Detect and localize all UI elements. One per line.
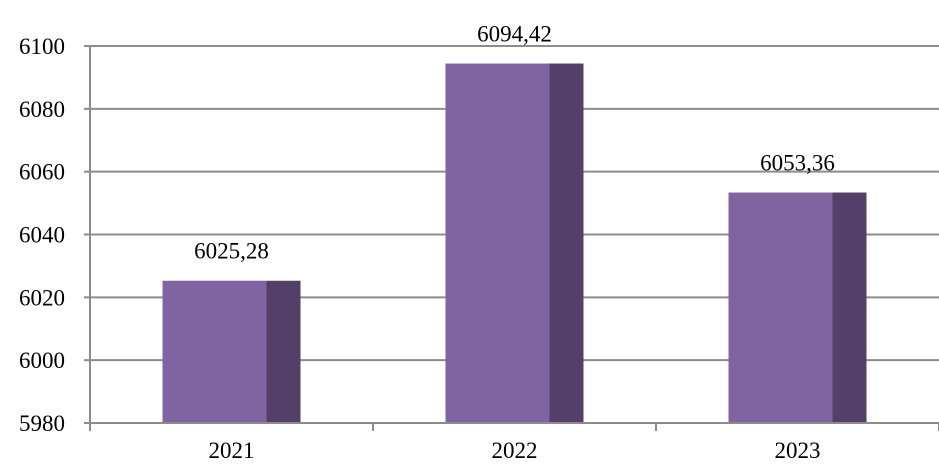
bar-2022 — [445, 63, 550, 424]
data-labels: 6025,28 6094,42 6053,36 — [194, 22, 835, 264]
bar-2021 — [162, 280, 267, 423]
bar-2023 — [728, 192, 833, 423]
data-label-2022: 6094,42 — [477, 22, 552, 47]
data-label-2021: 6025,28 — [194, 239, 269, 264]
y-tick-labels: 5980 6000 6020 6040 6060 6080 6100 — [19, 34, 65, 436]
axes — [84, 45, 939, 431]
bar-side-2022 — [549, 63, 584, 424]
bars — [162, 63, 867, 424]
y-tick-label: 6080 — [19, 97, 65, 122]
bar-side-2023 — [832, 192, 867, 423]
y-tick-label: 6060 — [19, 160, 65, 185]
y-tick-label: 6100 — [19, 34, 65, 59]
y-tick-label: 6000 — [19, 348, 65, 373]
y-tick-label: 6020 — [19, 285, 65, 310]
x-tick-labels: 2021 2022 2023 — [209, 438, 821, 463]
x-tick-label-2023: 2023 — [775, 438, 821, 463]
y-tick-label: 6040 — [19, 223, 65, 248]
data-label-2023: 6053,36 — [760, 151, 835, 176]
y-tick-label: 5980 — [19, 411, 65, 436]
x-tick-label-2022: 2022 — [492, 438, 538, 463]
x-tick-label-2021: 2021 — [209, 438, 255, 463]
bar-side-2021 — [266, 280, 301, 423]
